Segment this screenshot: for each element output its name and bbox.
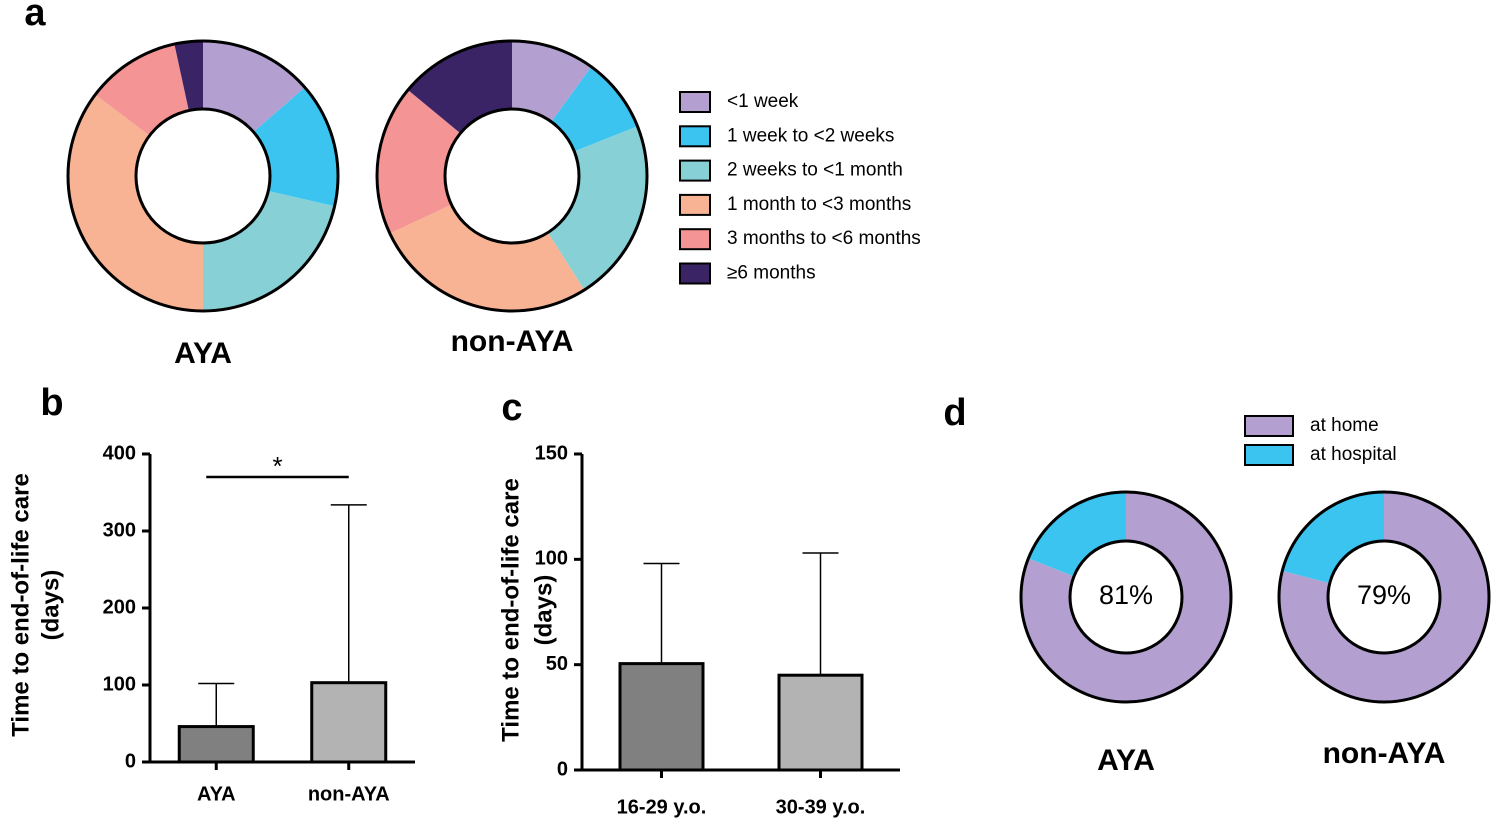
center-label: 81% [1099, 580, 1153, 610]
donut-hole [134, 107, 272, 245]
donut-segment [1279, 492, 1490, 702]
y-tick-label: 150 [535, 442, 568, 464]
donut-segment [1282, 492, 1384, 584]
donut-outline [375, 39, 649, 313]
y-axis-label: (days) [530, 575, 557, 646]
donut-hole [443, 107, 581, 245]
y-tick-label: 0 [125, 750, 136, 772]
y-tick-label: 200 [103, 596, 136, 618]
center-label: 79% [1357, 580, 1411, 610]
donut-segment [253, 87, 338, 207]
donut-segment [203, 191, 335, 311]
legend-swatch [679, 91, 711, 113]
x-tick-label: non-AYA [308, 783, 390, 805]
legend-swatch [1244, 415, 1294, 437]
donut-segment [68, 94, 203, 311]
y-tick-label: 400 [103, 442, 136, 464]
bar [777, 673, 864, 772]
legend-label: <1 week [727, 91, 799, 112]
y-axis-label: Time to end-of-life care [7, 473, 34, 737]
donut-outline [1277, 490, 1491, 704]
donut-name: AYA [1097, 744, 1155, 777]
y-tick-label: 50 [546, 653, 568, 675]
legend-label: 3 months to <6 months [727, 228, 921, 249]
x-tick-label: AYA [197, 783, 236, 805]
donut-hole [1326, 539, 1442, 655]
donut-outline [66, 39, 340, 313]
legend-swatch [679, 262, 711, 285]
panel-letter: c [501, 387, 522, 429]
donut-name: non-AYA [1323, 737, 1446, 770]
donut-segment [551, 66, 638, 152]
donut-name: AYA [174, 337, 232, 370]
donut-segment [203, 41, 305, 133]
donut-segment [407, 41, 512, 134]
bar [618, 662, 705, 772]
panel-letter: b [40, 382, 63, 424]
donut-segment [377, 89, 461, 234]
y-tick-label: 300 [103, 519, 136, 541]
panel-letter: d [943, 392, 966, 434]
donut-segment [95, 44, 189, 136]
y-tick-label: 100 [535, 548, 568, 570]
legend-label: 1 month to <3 months [727, 194, 911, 215]
legend-label: 2 weeks to <1 month [727, 160, 903, 181]
legend-label: 1 week to <2 weeks [727, 125, 894, 146]
bar [177, 725, 255, 764]
legend-swatch [679, 193, 711, 216]
legend-swatch [679, 228, 711, 251]
legend-swatch [679, 125, 711, 148]
bar [310, 681, 388, 764]
donut-name: non-AYA [451, 325, 574, 358]
x-tick-label: 30-39 y.o. [776, 796, 866, 818]
donut-hole [1068, 539, 1184, 655]
x-tick-label: 16-29 y.o. [617, 796, 707, 818]
legend-swatch [1244, 444, 1294, 466]
y-tick-label: 100 [103, 673, 136, 695]
significance-label: * [272, 451, 282, 481]
legend-label: ≥6 months [727, 263, 816, 284]
panel-letter: a [24, 0, 46, 34]
donut-segment [174, 41, 203, 111]
donut-outline [1019, 490, 1233, 704]
donut-segment [1028, 492, 1126, 577]
legend-label: at home [1310, 415, 1379, 436]
donut-segment [389, 204, 585, 312]
y-axis-label: Time to end-of-life care [497, 478, 524, 742]
donut-segment [547, 126, 647, 290]
legend-swatch [679, 159, 711, 182]
donut-segment [1021, 492, 1231, 702]
legend-label: at hospital [1310, 444, 1397, 465]
donut-segment [512, 41, 592, 122]
y-axis-label: (days) [37, 570, 64, 641]
y-tick-label: 0 [557, 758, 568, 780]
